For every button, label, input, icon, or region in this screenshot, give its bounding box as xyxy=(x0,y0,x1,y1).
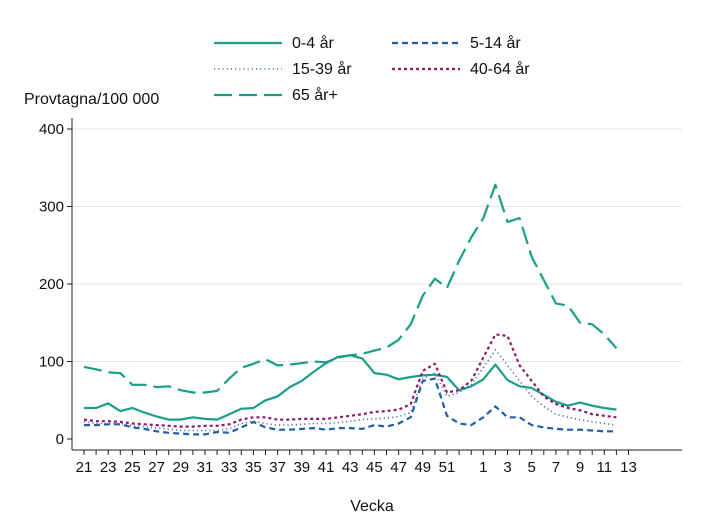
legend-label-0: 0-4 år xyxy=(292,34,334,52)
y-axis: 0 100 200 300 400 xyxy=(39,118,73,450)
plot-series xyxy=(83,183,618,436)
x-tick-label-41: 41 xyxy=(318,459,335,476)
series-line-4 xyxy=(83,183,618,394)
x-tick-label-39: 39 xyxy=(293,459,310,476)
x-tick-label-27: 27 xyxy=(148,459,165,476)
y-tick-label-300: 300 xyxy=(39,199,64,216)
series-line-2 xyxy=(83,349,617,432)
x-tick-label-37: 37 xyxy=(269,459,286,476)
legend-label-4: 65 år+ xyxy=(292,86,338,104)
x-tick-label-49: 49 xyxy=(414,459,431,476)
x-tick-label-33: 33 xyxy=(221,459,238,476)
x-tick-label-21: 21 xyxy=(76,459,93,476)
x-axis-title: Vecka xyxy=(350,498,394,515)
x-tick-label-11: 11 xyxy=(597,459,613,476)
x-tick-label-43: 43 xyxy=(342,459,359,476)
x-axis: 21 23 25 27 29 31 33 35 37 39 41 43 45 47 49 51 1 3 5 7 9 11 1… xyxy=(72,449,682,476)
x-tick-label-29: 29 xyxy=(172,459,189,476)
series-line-3 xyxy=(83,333,617,428)
y-tick-label-200: 200 xyxy=(39,276,64,293)
x-tick-label-25: 25 xyxy=(124,459,141,476)
legend: 0-4 år 5-14 år 15-39 år 40-64 år 65 år+ xyxy=(214,34,530,104)
x-tick-label-7: 7 xyxy=(552,459,560,476)
legend-label-1: 5-14 år xyxy=(470,34,521,52)
x-tick-label-3: 3 xyxy=(503,459,511,476)
x-tick-label-47: 47 xyxy=(390,459,407,476)
y-tick-label-100: 100 xyxy=(39,354,64,371)
x-tick-label-51: 51 xyxy=(439,459,456,476)
series-line-1 xyxy=(84,377,617,436)
x-tick-label-31: 31 xyxy=(197,459,214,476)
y-axis-title: Provtagna/100 000 xyxy=(24,91,159,108)
x-tick-label-45: 45 xyxy=(366,459,383,476)
x-tick-label-1: 1 xyxy=(479,459,487,476)
x-tick-label-5: 5 xyxy=(528,459,536,476)
y-tick-label-400: 400 xyxy=(39,121,64,138)
x-tick-label-9: 9 xyxy=(576,459,584,476)
grid-lines xyxy=(72,128,682,362)
x-tick-label-35: 35 xyxy=(245,459,262,476)
y-tick-label-0: 0 xyxy=(56,431,64,448)
legend-label-3: 40-64 år xyxy=(470,60,530,78)
legend-label-2: 15-39 år xyxy=(292,60,352,78)
x-tick-label-13: 13 xyxy=(620,459,637,476)
x-tick-label-23: 23 xyxy=(100,459,117,476)
